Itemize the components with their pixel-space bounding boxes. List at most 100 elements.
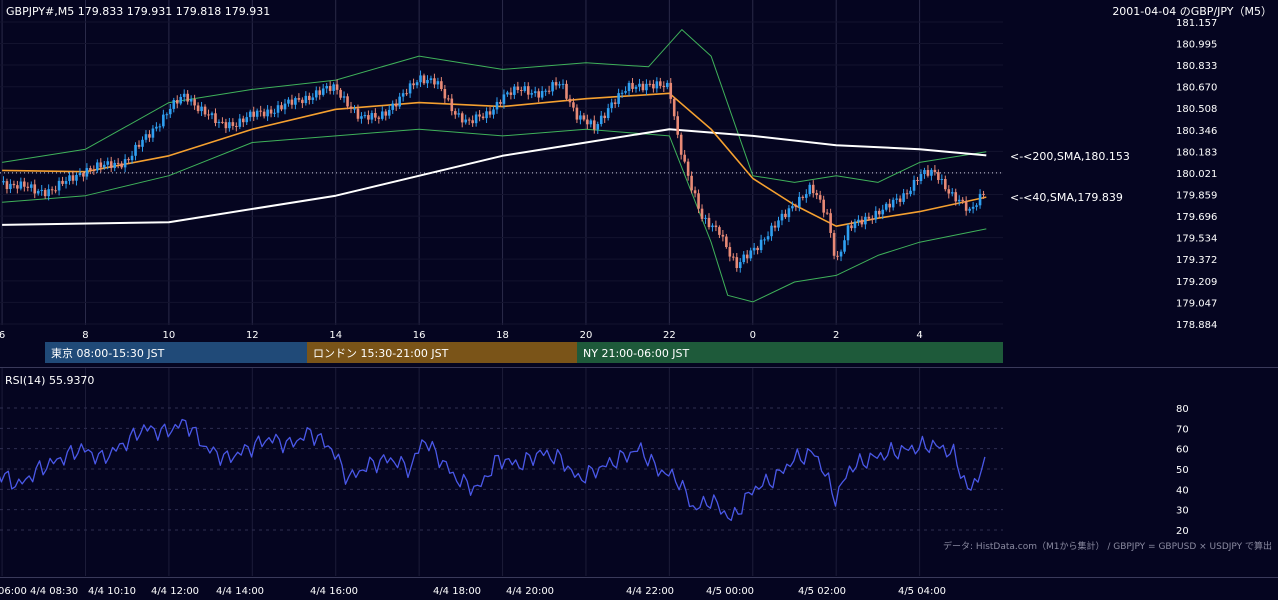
candle-body (884, 203, 888, 210)
candle-body (23, 181, 26, 187)
candle-body (342, 96, 346, 98)
candle-body (784, 213, 787, 218)
bottom-time-label: 4/4 18:00 (433, 586, 481, 597)
candle-body (224, 122, 228, 129)
bottom-time-label: 4/4 10:10 (88, 586, 136, 597)
candle-body (836, 255, 839, 257)
candles (2, 70, 985, 273)
candle-body (599, 115, 603, 125)
candle-body (676, 116, 680, 135)
candle-body (440, 81, 443, 89)
candle-body (832, 232, 836, 256)
y-tick-label: 181.157 (1176, 18, 1217, 29)
candle-body (47, 189, 50, 197)
candle-body (620, 92, 624, 94)
candle-body (815, 193, 819, 196)
rsi-panel: 80 70 60 50 40 30 20 RSI(14) 55.9370 (0, 374, 1189, 537)
candle-body (203, 106, 207, 115)
candle-body (916, 179, 919, 182)
candle-body (940, 179, 944, 181)
candle-body (624, 91, 627, 93)
candle-body (412, 83, 415, 86)
candle-body (947, 189, 951, 194)
candle-body (589, 120, 593, 125)
candle-body (603, 115, 607, 119)
candle-body (328, 85, 332, 91)
candle-body (540, 90, 544, 98)
candle-body (349, 106, 353, 109)
candle-body (75, 174, 78, 181)
candle-body (196, 105, 200, 112)
candle-body (659, 81, 662, 86)
candle-body (450, 98, 454, 112)
candle-body (860, 219, 864, 225)
candle-body (732, 256, 735, 258)
candle-body (634, 86, 638, 89)
candle-body (950, 192, 954, 194)
y-tick-label: 180.508 (1176, 104, 1217, 115)
rsi-tick-label: 20 (1176, 526, 1189, 537)
candle-body (2, 181, 5, 183)
candle-body (679, 134, 683, 155)
candle-body (325, 85, 328, 89)
candle-body (262, 111, 266, 117)
candle-body (843, 240, 846, 252)
candle-body (57, 180, 61, 191)
candle-body (356, 108, 360, 119)
candle-body (245, 117, 249, 123)
candle-body (871, 218, 874, 220)
candle-body (898, 198, 902, 202)
candle-body (210, 113, 214, 116)
candle-body (686, 161, 690, 176)
candle-body (919, 174, 923, 182)
candle-body (846, 225, 850, 241)
candle-body (818, 195, 822, 200)
candle-body (930, 169, 933, 176)
symbol-info: GBPJPY#,M5 179.833 179.931 179.818 179.9… (6, 5, 270, 18)
candle-body (516, 86, 520, 91)
candle-body (207, 114, 210, 116)
bottom-time-label: 06:00 4/4 08:30 (0, 586, 78, 597)
bottom-time-label: 4/4 22:00 (626, 586, 674, 597)
candle-body (447, 98, 450, 100)
candle-body (36, 190, 40, 194)
candle-body (311, 97, 315, 100)
candle-body (613, 102, 617, 104)
candle-body (721, 234, 725, 237)
candle-body (825, 212, 829, 214)
x-tick-label: 12 (246, 330, 259, 341)
sma40-annotation: <-<40,SMA,179.839 (1010, 191, 1123, 204)
session-label: NY 21:00-06:00 JST (583, 347, 690, 360)
candle-body (804, 194, 808, 198)
candle-body (370, 113, 374, 120)
candle-body (391, 103, 395, 110)
candle-body (165, 114, 169, 116)
candle-body (116, 162, 120, 164)
candle-body (304, 95, 308, 104)
candle-body (891, 199, 895, 208)
candle-body (798, 196, 801, 207)
bottom-time-label: 4/4 20:00 (506, 586, 554, 597)
candle-body (752, 247, 756, 251)
candle-body (467, 119, 471, 121)
session-label: ロンドン 15:30-21:00 JST (313, 347, 449, 360)
x-axis-main: 6 8 10 12 14 16 18 20 22 0 2 4 (0, 330, 923, 341)
candle-body (29, 184, 33, 188)
candle-body (332, 84, 335, 91)
candle-body (968, 208, 971, 211)
candle-body (353, 108, 356, 110)
sma200-line (2, 128, 987, 226)
candle-body (363, 115, 367, 117)
rsi-tick-label: 60 (1176, 445, 1189, 456)
x-tick-label: 6 (0, 330, 5, 341)
candle-body (457, 113, 461, 115)
candle-body (808, 184, 812, 195)
candle-body (453, 111, 457, 115)
candle-body (853, 221, 857, 229)
candle-body (700, 208, 704, 219)
y-tick-label: 180.670 (1176, 83, 1217, 94)
candle-body (134, 144, 137, 156)
candle-body (294, 98, 297, 105)
candle-body (957, 199, 961, 202)
session-bar: NY 21:00-06:00 JST (577, 342, 1003, 363)
